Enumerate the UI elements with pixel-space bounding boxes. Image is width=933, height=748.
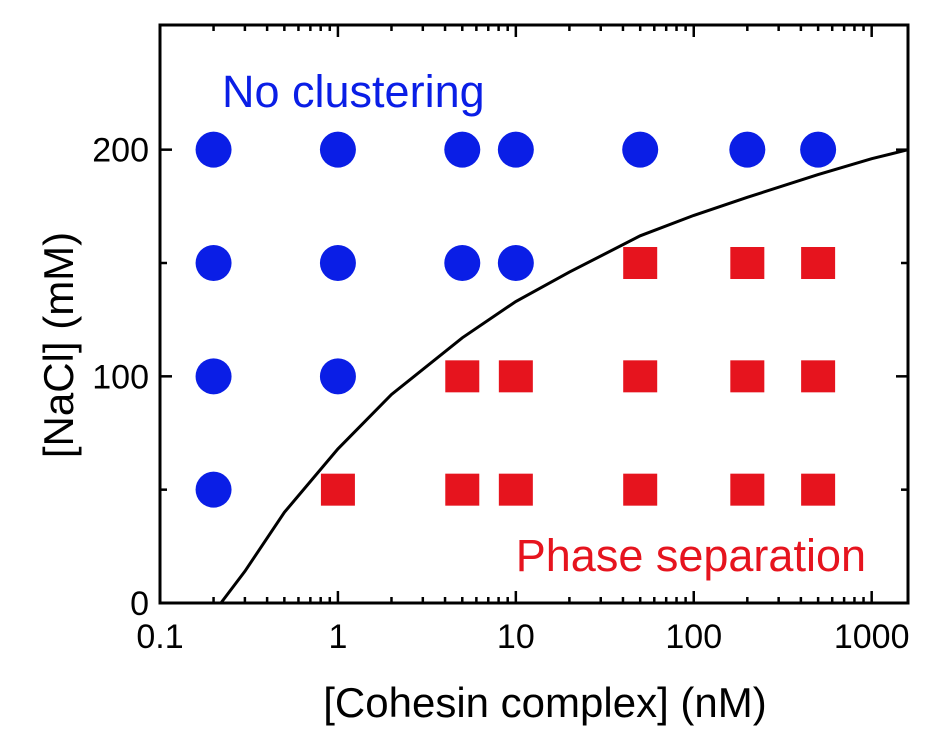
x-tick-label: 1000 bbox=[834, 618, 910, 656]
data-point-no-clustering bbox=[195, 131, 232, 168]
x-tick-label: 10 bbox=[497, 618, 535, 656]
data-point-no-clustering bbox=[444, 245, 481, 281]
data-point-no-clustering bbox=[319, 358, 356, 395]
data-point-phase-separation bbox=[801, 360, 836, 393]
data-point-phase-separation bbox=[498, 360, 533, 393]
data-point-phase-separation bbox=[445, 360, 480, 393]
x-tick-label: 1 bbox=[328, 618, 347, 656]
annotation-phase-separation: Phase separation bbox=[516, 530, 866, 581]
data-point-no-clustering bbox=[497, 131, 534, 168]
data-point-phase-separation bbox=[801, 247, 836, 279]
data-point-no-clustering bbox=[195, 358, 232, 395]
data-point-phase-separation bbox=[320, 473, 355, 506]
data-point-no-clustering bbox=[195, 245, 232, 281]
data-point-no-clustering bbox=[319, 131, 356, 168]
x-axis-label: [Cohesin complex] (nM) bbox=[323, 679, 766, 726]
data-point-phase-separation bbox=[498, 473, 533, 506]
x-tick-label: 0.1 bbox=[136, 618, 183, 656]
plot-frame bbox=[158, 23, 910, 605]
data-point-no-clustering bbox=[729, 131, 766, 168]
data-point-no-clustering bbox=[800, 131, 837, 168]
data-point-phase-separation bbox=[623, 473, 658, 506]
data-point-phase-separation bbox=[730, 247, 765, 279]
data-point-no-clustering bbox=[319, 245, 356, 281]
annotation-no-clustering: No clustering bbox=[222, 66, 485, 117]
x-tick-label: 100 bbox=[665, 618, 722, 656]
data-point-no-clustering bbox=[622, 131, 659, 168]
data-point-no-clustering bbox=[444, 131, 481, 168]
data-point-no-clustering bbox=[497, 245, 534, 281]
y-tick-label: 100 bbox=[92, 358, 149, 396]
data-point-phase-separation bbox=[730, 360, 765, 393]
data-point-phase-separation bbox=[623, 360, 658, 393]
data-point-phase-separation bbox=[623, 247, 658, 279]
data-point-phase-separation bbox=[730, 473, 765, 506]
data-point-phase-separation bbox=[801, 473, 836, 506]
y-tick-label: 200 bbox=[92, 132, 149, 170]
data-point-phase-separation bbox=[445, 473, 480, 506]
data-point-no-clustering bbox=[195, 471, 232, 508]
y-axis-label: [NaCl] (mM) bbox=[35, 232, 82, 458]
y-tick-label: 0 bbox=[130, 585, 149, 623]
boundary-curve bbox=[219, 148, 909, 604]
